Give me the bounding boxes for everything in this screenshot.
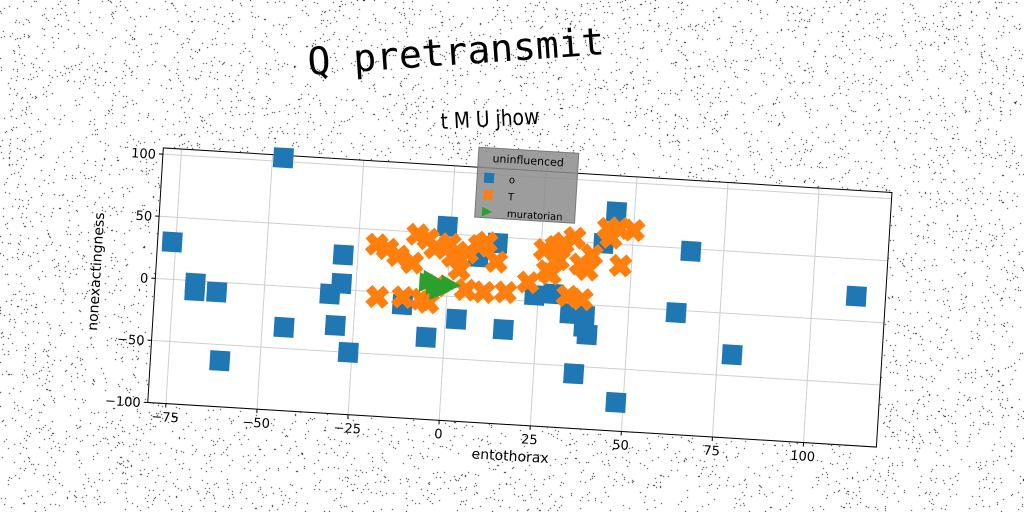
- data-point-square: [324, 314, 346, 337]
- data-point-x: [621, 218, 646, 243]
- data-point-x: [546, 247, 571, 272]
- data-point-square: [665, 302, 687, 324]
- y-grid-line: [151, 339, 881, 386]
- x-tick-label: 50: [612, 438, 629, 454]
- data-point-square: [209, 350, 231, 372]
- data-point-x: [390, 285, 415, 310]
- data-point-x: [599, 225, 624, 250]
- x-tick-label: −25: [333, 421, 361, 438]
- legend-marker-muratorian: [481, 206, 493, 217]
- legend-title: uninfluenced: [492, 152, 564, 169]
- series-o: [161, 147, 867, 414]
- data-point-square: [415, 326, 437, 348]
- data-point-x: [538, 261, 563, 286]
- data-point-x: [447, 257, 472, 282]
- data-point-x: [516, 270, 541, 295]
- data-point-x: [484, 249, 509, 274]
- data-point-square: [445, 308, 467, 330]
- y-tick-label: −50: [117, 332, 145, 349]
- data-point-x: [575, 257, 600, 282]
- data-point-square: [721, 344, 743, 366]
- x-tick-label: 75: [703, 443, 720, 459]
- x-grid-line: [165, 149, 183, 404]
- data-point-square: [605, 201, 628, 223]
- y-tick-label: 0: [140, 271, 149, 286]
- axis-ticks: −75 −50 −25 0 25 50 75 100 −100 −50 0 50 100: [105, 146, 816, 465]
- x-grid-line: [347, 160, 365, 415]
- data-point-square: [576, 324, 598, 346]
- data-point-square: [184, 280, 206, 302]
- data-point-x: [493, 280, 518, 305]
- x-grid-line: [620, 176, 638, 432]
- legend-label: o: [509, 175, 516, 186]
- data-point-square: [206, 281, 228, 303]
- data-point-x: [471, 280, 496, 305]
- x-axis-label: entothorax: [471, 446, 549, 467]
- y-tick-label: 50: [135, 209, 152, 225]
- data-point-square: [436, 215, 458, 237]
- x-grid-line: [803, 188, 820, 443]
- data-point-square: [605, 391, 627, 414]
- x-tick-label: −75: [151, 410, 179, 427]
- data-point-x: [474, 230, 499, 255]
- y-grid-line: [159, 215, 888, 262]
- data-point-square: [337, 341, 359, 364]
- x-grid-line: [438, 165, 456, 421]
- data-point-square: [161, 231, 183, 253]
- series-T: [364, 216, 646, 315]
- y-axis-label: nonexactingness: [85, 212, 108, 331]
- data-point-x: [423, 236, 448, 260]
- data-marks: [161, 147, 867, 414]
- x-tick-label: 25: [521, 432, 538, 448]
- y-grid-line: [155, 277, 885, 324]
- data-point-x: [608, 253, 633, 278]
- x-grid-line: [256, 154, 274, 410]
- y-tick-label: −100: [105, 394, 142, 411]
- x-grid-line: [711, 182, 729, 438]
- data-point-square: [319, 283, 341, 305]
- series-muratorian: [418, 269, 462, 301]
- x-tick-label: −50: [242, 415, 270, 432]
- data-point-x: [365, 284, 390, 309]
- data-point-square: [272, 147, 294, 169]
- data-point-square: [680, 240, 702, 262]
- y-tick-label: 100: [131, 146, 157, 162]
- data-point-square: [563, 363, 585, 385]
- data-point-triangle: [422, 269, 444, 290]
- data-point-square: [492, 318, 514, 341]
- x-tick-label: 0: [434, 427, 443, 442]
- data-point-x: [400, 250, 425, 275]
- data-point-square: [273, 316, 295, 338]
- plot-background: [147, 147, 892, 448]
- data-point-x: [569, 287, 594, 312]
- legend-label: T: [507, 192, 516, 203]
- x-tick-label: 100: [790, 449, 816, 465]
- legend-label: muratorian: [507, 209, 563, 223]
- data-point-x: [453, 277, 478, 302]
- data-point-triangle: [429, 280, 450, 301]
- data-point-x: [386, 243, 410, 268]
- data-point-square: [332, 244, 354, 266]
- data-point-square: [845, 285, 867, 307]
- data-point-x: [579, 243, 604, 268]
- data-point-x: [562, 225, 587, 250]
- legend-marker-T: [482, 188, 495, 201]
- legend-box: [474, 146, 580, 224]
- legend-marker-o: [483, 172, 495, 184]
